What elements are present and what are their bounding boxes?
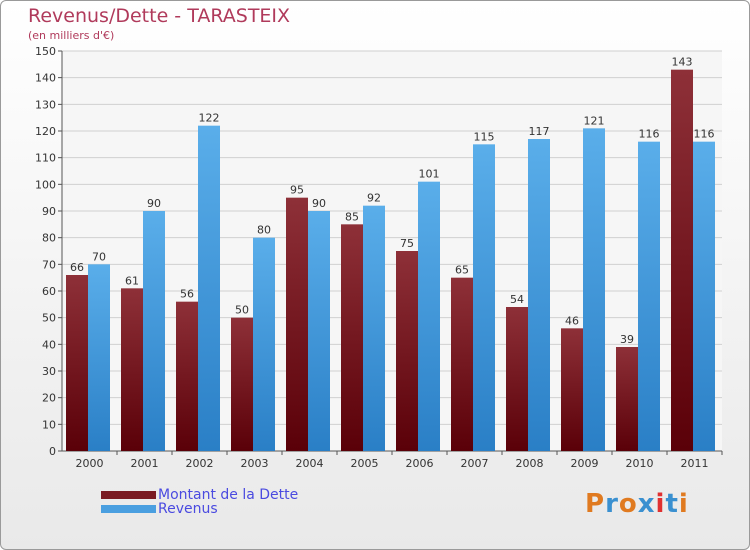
legend-swatch-dette [101, 491, 156, 499]
y-tick-label: 120 [35, 125, 56, 138]
bar-revenus [308, 211, 330, 451]
logo-letter: x [637, 489, 656, 519]
data-label-revenus: 70 [92, 250, 106, 263]
y-tick-label: 30 [42, 365, 56, 378]
data-label-dette: 143 [672, 56, 693, 69]
bar-revenus [583, 128, 605, 451]
legend-item-dette: Montant de la Dette [101, 487, 299, 503]
legend-label-revenus: Revenus [158, 501, 218, 517]
legend-item-revenus: Revenus [101, 501, 218, 517]
x-tick-label: 2000 [76, 457, 104, 470]
data-label-revenus: 80 [257, 224, 271, 237]
data-label-revenus: 90 [312, 197, 326, 210]
data-label-revenus: 117 [529, 125, 550, 138]
x-tick-label: 2001 [131, 457, 159, 470]
bar-revenus [693, 141, 715, 451]
bar-revenus [638, 141, 660, 451]
data-label-revenus: 101 [419, 168, 440, 181]
data-label-revenus: 122 [199, 112, 220, 125]
y-tick-label: 110 [35, 152, 56, 165]
y-tick-label: 70 [42, 258, 56, 271]
legend-swatch-revenus [101, 505, 156, 513]
chart-subtitle: (en milliers d'€) [28, 29, 115, 42]
data-label-revenus: 115 [474, 130, 495, 143]
data-label-dette: 66 [70, 261, 84, 274]
data-label-revenus: 92 [367, 192, 381, 205]
logo-letter: r [605, 489, 619, 519]
bar-revenus [198, 125, 220, 452]
y-tick-label: 150 [35, 45, 56, 58]
proxiti-logo: Proxiti [585, 489, 689, 519]
data-label-revenus: 116 [694, 128, 715, 141]
bar-dette [616, 347, 638, 451]
bar-dette [561, 328, 583, 451]
bar-revenus [363, 205, 385, 451]
bar-revenus [253, 237, 275, 451]
bar-revenus [143, 211, 165, 451]
y-tick-label: 140 [35, 72, 56, 85]
logo-letter: i [655, 489, 666, 519]
bar-dette [286, 197, 308, 451]
x-tick-label: 2003 [241, 457, 269, 470]
x-tick-label: 2008 [516, 457, 544, 470]
data-label-dette: 75 [400, 237, 414, 250]
bar-dette [396, 251, 418, 451]
x-tick-label: 2004 [296, 457, 324, 470]
y-tick-label: 10 [42, 418, 56, 431]
x-tick-label: 2002 [186, 457, 214, 470]
logo-letter: P [585, 489, 606, 519]
data-label-dette: 95 [290, 184, 304, 197]
y-tick-label: 40 [42, 338, 56, 351]
x-tick-label: 2009 [571, 457, 599, 470]
x-tick-label: 2010 [626, 457, 654, 470]
bar-dette [341, 224, 363, 451]
chart-title: Revenus/Dette - TARASTEIX [28, 5, 291, 27]
y-tick-label: 20 [42, 392, 56, 405]
data-label-dette: 54 [510, 293, 524, 306]
data-label-dette: 50 [235, 304, 249, 317]
y-tick-label: 60 [42, 285, 56, 298]
data-label-dette: 46 [565, 314, 579, 327]
data-label-dette: 61 [125, 274, 139, 287]
y-tick-label: 0 [49, 445, 56, 458]
bar-revenus [473, 144, 495, 452]
x-tick-label: 2006 [406, 457, 434, 470]
data-label-revenus: 116 [639, 128, 660, 141]
y-tick-label: 80 [42, 232, 56, 245]
y-tick-label: 90 [42, 205, 56, 218]
data-label-revenus: 90 [147, 197, 161, 210]
y-tick-label: 50 [42, 312, 56, 325]
x-tick-label: 2011 [681, 457, 709, 470]
bar-dette [66, 275, 88, 451]
data-label-dette: 56 [180, 288, 194, 301]
bar-dette [231, 317, 253, 451]
y-tick-label: 130 [35, 98, 56, 111]
x-tick-label: 2007 [461, 457, 489, 470]
logo-letter: o [618, 489, 638, 519]
bar-dette [176, 301, 198, 451]
bar-dette [121, 288, 143, 451]
data-label-dette: 65 [455, 264, 469, 277]
bar-revenus [88, 264, 110, 451]
data-label-dette: 85 [345, 210, 359, 223]
data-label-revenus: 121 [584, 114, 605, 127]
legend-label-dette: Montant de la Dette [158, 487, 299, 503]
logo-letter: i [678, 489, 689, 519]
bar-dette [451, 277, 473, 451]
bar-revenus [418, 181, 440, 451]
logo-letter: t [665, 489, 679, 519]
y-tick-label: 100 [35, 178, 56, 191]
bar-dette [671, 69, 693, 452]
x-tick-label: 2005 [351, 457, 379, 470]
bar-dette [506, 307, 528, 451]
bar-revenus [528, 139, 550, 451]
data-label-dette: 39 [620, 333, 634, 346]
plot-area [62, 51, 722, 451]
